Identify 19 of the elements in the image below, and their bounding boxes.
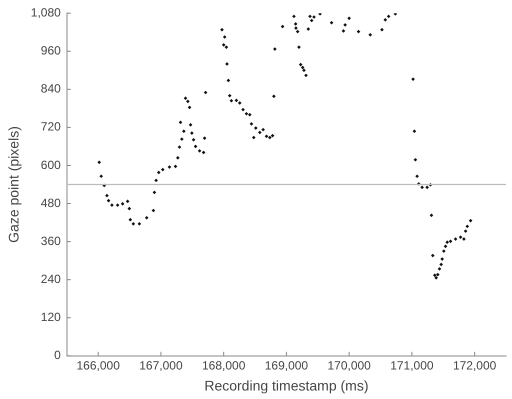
x-tick-label: 166,000 xyxy=(76,358,120,372)
y-tick-label: 360 xyxy=(40,234,62,248)
x-tick-label: 168,000 xyxy=(202,358,246,372)
y-tick-label: 120 xyxy=(40,310,62,324)
x-tick-label: 167,000 xyxy=(139,358,183,372)
y-tick-label: 960 xyxy=(40,44,62,58)
y-tick-label: 0 xyxy=(54,348,62,362)
x-tick-label: 172,000 xyxy=(452,358,497,372)
y-tick-label: 1,080 xyxy=(30,6,62,20)
x-tick-label: 170,000 xyxy=(327,358,372,372)
y-tick-label: 720 xyxy=(40,120,62,134)
x-tick-label: 169,000 xyxy=(264,358,308,372)
y-axis-title: Gaze point (pixels) xyxy=(5,126,22,243)
y-tick-label: 840 xyxy=(40,82,62,96)
x-axis-title: Recording timestamp (ms) xyxy=(204,377,368,394)
y-tick-label: 240 xyxy=(40,272,62,286)
x-tick-label: 171,000 xyxy=(390,358,434,372)
y-tick-label: 600 xyxy=(40,158,62,172)
y-tick-label: 480 xyxy=(40,196,62,210)
